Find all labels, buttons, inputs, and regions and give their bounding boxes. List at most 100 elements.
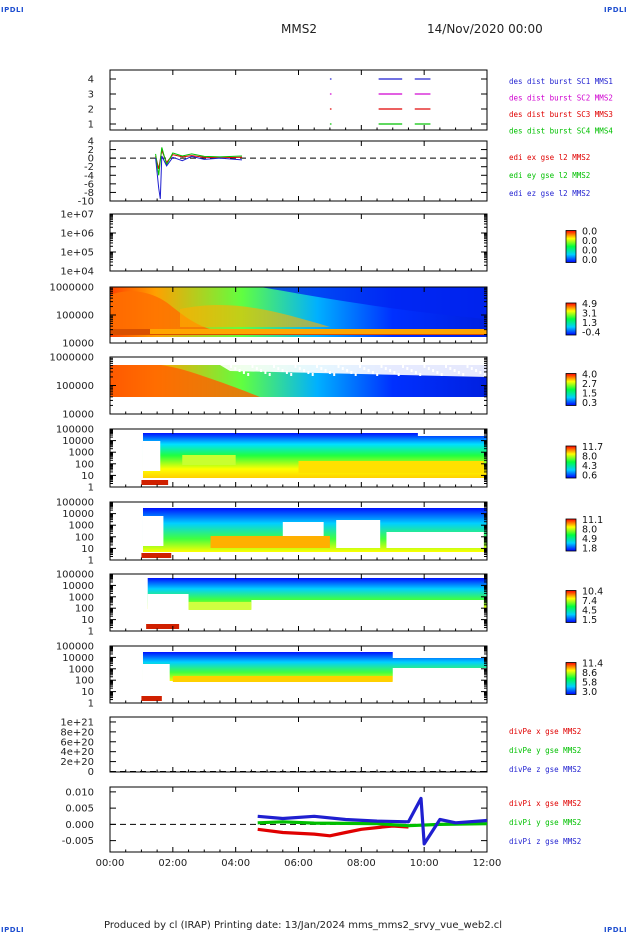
y-tick-label: 100 bbox=[75, 459, 94, 470]
time-tick-label: 12:00 bbox=[473, 858, 502, 869]
y-tick-label: 1e+07 bbox=[60, 210, 94, 221]
speckle bbox=[402, 365, 404, 368]
speckle bbox=[346, 369, 349, 372]
y-tick-label: 10000 bbox=[62, 436, 94, 447]
colorbar-value: 8.0 bbox=[582, 452, 597, 463]
spectrogram-patch bbox=[147, 594, 189, 616]
y-tick-label: 100000 bbox=[56, 570, 94, 581]
speckle bbox=[380, 365, 383, 368]
speckle bbox=[230, 365, 232, 368]
y-tick-label: -0.005 bbox=[62, 836, 94, 847]
legend-entry: edi ex gse l2 MMS2 bbox=[509, 153, 590, 162]
speckle bbox=[449, 367, 452, 370]
panel-frame bbox=[109, 140, 488, 202]
y-tick-label: 1000 bbox=[69, 592, 94, 603]
speckle bbox=[359, 365, 361, 368]
panel-frame bbox=[109, 213, 488, 272]
footer-credits: Produced by cl (IRAP) Printing date: 13/… bbox=[104, 920, 503, 931]
colorbar-value: 0.0 bbox=[582, 227, 597, 238]
axes-layer: 1 2 3 4 des dist burst SC1 MMS1 des dist burs… bbox=[49, 69, 613, 869]
speckle bbox=[457, 371, 460, 374]
colorbar-value: 4.3 bbox=[582, 461, 597, 472]
speckle bbox=[320, 367, 323, 370]
panel-frame bbox=[109, 786, 488, 853]
colorbar-value: 0.0 bbox=[582, 255, 597, 266]
colorbar bbox=[565, 373, 577, 406]
speckle bbox=[238, 369, 241, 372]
speckle bbox=[311, 373, 314, 376]
colorbar-value: 1.5 bbox=[582, 615, 597, 626]
speckle bbox=[273, 365, 275, 368]
speckle bbox=[281, 369, 284, 372]
y-tick-label: 1e+21 bbox=[60, 717, 94, 728]
colorbar-value: 11.7 bbox=[582, 442, 603, 453]
speckle bbox=[466, 365, 469, 368]
speckle bbox=[440, 373, 443, 376]
y-tick-label: 4 bbox=[88, 75, 94, 86]
spectrogram-patch bbox=[392, 652, 487, 658]
spectrogram-group bbox=[110, 365, 487, 397]
speckle bbox=[337, 365, 340, 368]
spectrogram-patch bbox=[392, 668, 487, 684]
spectrogram-region bbox=[260, 287, 487, 319]
speckle bbox=[268, 373, 271, 376]
legend-entry: divPe z gse MMS2 bbox=[509, 765, 581, 774]
y-tick-label: 100 bbox=[75, 604, 94, 615]
spectrogram-band bbox=[141, 553, 172, 558]
speckle bbox=[307, 371, 310, 374]
y-tick-label: 10 bbox=[81, 615, 94, 626]
colorbar bbox=[565, 302, 577, 336]
speckle bbox=[333, 373, 336, 376]
spectrogram-patch bbox=[188, 602, 252, 610]
y-tick-label: 1000 bbox=[69, 664, 94, 675]
corner-label-top-left: IPDLI bbox=[1, 6, 25, 14]
speckle bbox=[397, 373, 400, 376]
y-tick-label: 1000000 bbox=[49, 353, 94, 364]
legend-entry: des dist burst SC2 MMS2 bbox=[509, 94, 613, 103]
speckle bbox=[436, 371, 439, 374]
speckle bbox=[290, 373, 293, 376]
time-tick-label: 06:00 bbox=[284, 858, 313, 869]
colorbar-value: 11.1 bbox=[582, 515, 603, 526]
speckle bbox=[260, 369, 263, 372]
y-tick-label: 100 bbox=[75, 676, 94, 687]
colorbar-value: 0.0 bbox=[582, 246, 597, 257]
speckle bbox=[341, 367, 344, 370]
y-tick-label: 100000 bbox=[56, 425, 94, 436]
speckle bbox=[414, 371, 417, 374]
y-tick-label: 1 bbox=[88, 627, 94, 638]
y-tick-label: 1000 bbox=[69, 521, 94, 532]
speckle bbox=[350, 371, 353, 374]
y-tick-label: 0 bbox=[88, 154, 94, 165]
speckle bbox=[475, 369, 478, 372]
colorbar bbox=[565, 662, 577, 695]
spectrogram-patch bbox=[298, 461, 484, 473]
colorbar-value: 7.4 bbox=[582, 596, 597, 607]
colorbar-value: 2.7 bbox=[582, 379, 597, 390]
y-tick-label: 10 bbox=[81, 471, 94, 482]
time-tick-label: 04:00 bbox=[221, 858, 250, 869]
spectrogram-patch bbox=[142, 441, 161, 471]
y-tick-label: 1 bbox=[88, 556, 94, 567]
corner-label-bottom-right: IPDLI bbox=[604, 926, 628, 934]
speckle bbox=[432, 369, 435, 372]
colorbar-value: 5.8 bbox=[582, 678, 597, 689]
y-tick-label: 6e+20 bbox=[60, 737, 94, 748]
y-tick-label: 0.000 bbox=[65, 820, 94, 831]
colorbar-value: 0.3 bbox=[582, 398, 597, 409]
spectrogram-patch bbox=[142, 664, 170, 684]
speckle bbox=[354, 373, 357, 376]
spectrogram-patch bbox=[336, 520, 381, 548]
y-tick-label: 1 bbox=[88, 120, 94, 131]
speckle bbox=[251, 365, 254, 368]
speckle bbox=[234, 367, 237, 370]
y-tick-label: 10000 bbox=[62, 509, 94, 520]
spectrogram-patch bbox=[251, 600, 484, 612]
y-tick-label: 1e+06 bbox=[60, 229, 94, 240]
y-tick-label: 10000 bbox=[62, 410, 94, 421]
y-tick-label: 1e+04 bbox=[60, 267, 94, 278]
legend-entry: des dist burst SC1 MMS1 bbox=[509, 77, 613, 86]
corner-label-bottom-left: IPDLI bbox=[1, 926, 25, 934]
series-line bbox=[155, 155, 243, 199]
